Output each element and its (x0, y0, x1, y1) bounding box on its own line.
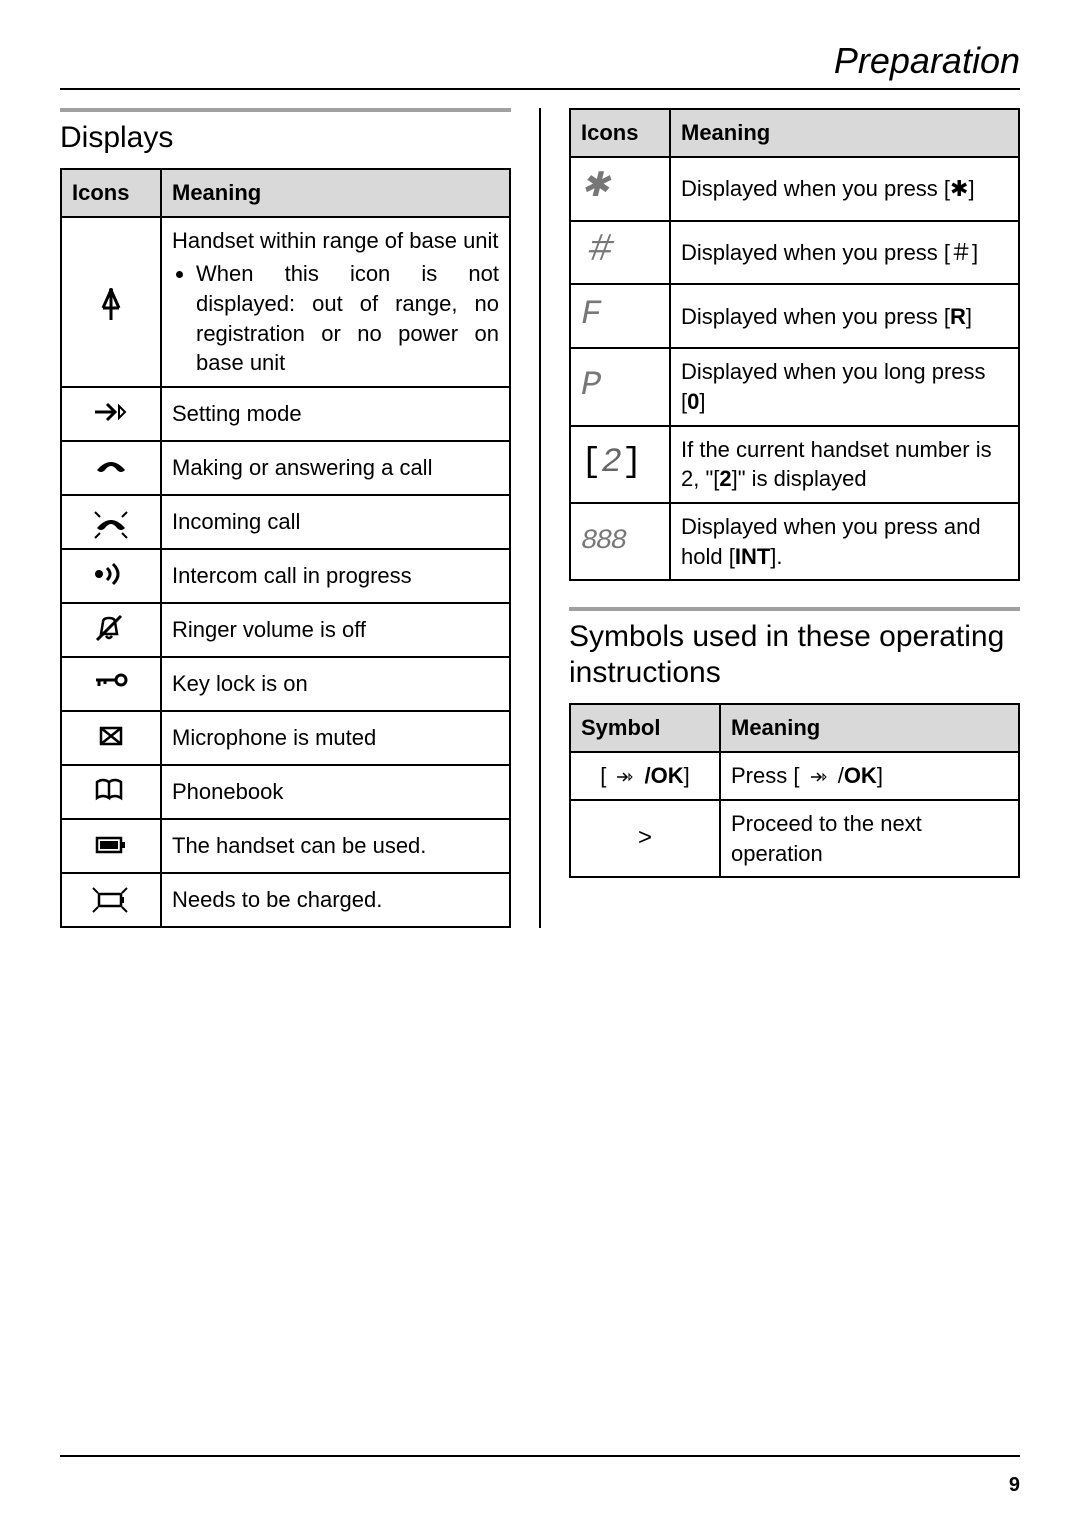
antenna-icon (61, 217, 161, 387)
page-header: Preparation (60, 40, 1020, 90)
mic-mute-icon (61, 711, 161, 765)
seg-hash-icon: ＃ (570, 221, 670, 285)
symbols-table: Symbol Meaning [ /OK]Press [ /OK]>Procee… (569, 703, 1020, 878)
meaning-text: Setting mode (161, 387, 510, 441)
symbol-cell: > (570, 800, 720, 877)
header-title: Preparation (60, 40, 1020, 82)
table-row: [2]If the current handset number is 2, "… (570, 426, 1019, 503)
table-row: Incoming call (61, 495, 510, 549)
meaning-text: Displayed when you long press [0] (670, 348, 1019, 425)
table-row: [ /OK]Press [ /OK] (570, 752, 1019, 800)
meaning-text: The handset can be used. (161, 819, 510, 873)
table-row: ＃Displayed when you press [＃] (570, 221, 1019, 285)
table-row: The handset can be used. (61, 819, 510, 873)
col-meaning-r: Meaning (670, 109, 1019, 157)
table-row: 888Displayed when you press and hold [IN… (570, 503, 1019, 580)
meaning-text: Key lock is on (161, 657, 510, 711)
table-row: Needs to be charged. (61, 873, 510, 927)
table-row: Setting mode (61, 387, 510, 441)
keylock-icon (61, 657, 161, 711)
meaning-text: Ringer volume is off (161, 603, 510, 657)
table-row: >Proceed to the next operation (570, 800, 1019, 877)
handset-up-icon (61, 441, 161, 495)
symbol-cell: [ /OK] (570, 752, 720, 800)
bullet-text: When this icon is not displayed: out of … (196, 259, 499, 378)
meaning-text: If the current handset number is 2, "[2]… (670, 426, 1019, 503)
seg-f-icon: F (570, 284, 670, 348)
section-rule-2 (569, 607, 1020, 611)
table-row: Handset within range of base unitWhen th… (61, 217, 510, 387)
col-meaning-s: Meaning (720, 704, 1019, 752)
table-row: Making or answering a call (61, 441, 510, 495)
table-row: Ringer volume is off (61, 603, 510, 657)
right-column: Icons Meaning ✱Displayed when you press … (569, 108, 1020, 928)
meaning-text: Displayed when you press [R] (670, 284, 1019, 348)
meaning-text: Incoming call (161, 495, 510, 549)
left-column: Displays Icons Meaning Handset within ra… (60, 108, 511, 928)
col-icons-r: Icons (570, 109, 670, 157)
meaning-text: Proceed to the next operation (720, 800, 1019, 877)
ringer-off-icon (61, 603, 161, 657)
col-meaning: Meaning (161, 169, 510, 217)
footer-rule (60, 1455, 1020, 1457)
meaning-text: Handset within range of base unitWhen th… (161, 217, 510, 387)
meaning-text: Microphone is muted (161, 711, 510, 765)
seg-888-icon: 888 (570, 503, 670, 580)
col-icons: Icons (61, 169, 161, 217)
displays-table: Icons Meaning Handset within range of ba… (60, 168, 511, 928)
table-row: Phonebook (61, 765, 510, 819)
col-symbol: Symbol (570, 704, 720, 752)
page-number: 9 (1009, 1474, 1020, 1497)
symbols-title: Symbols used in these operating instruct… (569, 619, 1020, 691)
table-row: PDisplayed when you long press [0] (570, 348, 1019, 425)
intercom-icon (61, 549, 161, 603)
arrow-ok-icon (61, 387, 161, 441)
meaning-text: Displayed when you press [✱] (670, 157, 1019, 221)
table-row: ✱Displayed when you press [✱] (570, 157, 1019, 221)
section-rule (60, 108, 511, 112)
table-row: FDisplayed when you press [R] (570, 284, 1019, 348)
table-row: Intercom call in progress (61, 549, 510, 603)
meaning-text: Intercom call in progress (161, 549, 510, 603)
phonebook-icon (61, 765, 161, 819)
meaning-text: Making or answering a call (161, 441, 510, 495)
meaning-text: Displayed when you press [＃] (670, 221, 1019, 285)
table-row: Key lock is on (61, 657, 510, 711)
meaning-text: Displayed when you press and hold [INT]. (670, 503, 1019, 580)
right-top-table: Icons Meaning ✱Displayed when you press … (569, 108, 1020, 581)
meaning-text: Phonebook (161, 765, 510, 819)
displays-title: Displays (60, 120, 511, 156)
meaning-text: Needs to be charged. (161, 873, 510, 927)
table-row: Microphone is muted (61, 711, 510, 765)
handset-ringing-icon (61, 495, 161, 549)
seg-star-icon: ✱ (570, 157, 670, 221)
seg-bracket2-icon: [2] (570, 426, 670, 503)
battery-low-icon (61, 873, 161, 927)
battery-full-icon (61, 819, 161, 873)
seg-p-icon: P (570, 348, 670, 425)
meaning-text: Press [ /OK] (720, 752, 1019, 800)
column-divider (539, 108, 541, 928)
